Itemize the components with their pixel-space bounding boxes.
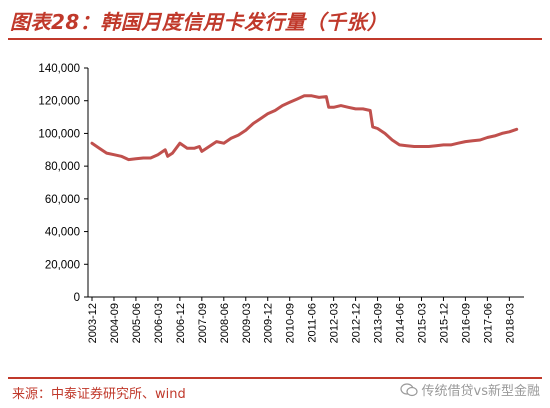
x-tick-label: 2003-12: [87, 303, 99, 343]
line-chart: 0 20,000 40,000 60,000 80,000 100,000 120,000 1…: [38, 63, 524, 343]
footer-divider: [8, 377, 542, 379]
watermark: 传统借贷vs新型金融: [399, 380, 540, 399]
x-tick-label: 2009-03: [241, 303, 253, 343]
x-tick-label: 2006-12: [175, 303, 187, 343]
title-divider: [8, 38, 542, 40]
x-tick-label: 2013-09: [373, 303, 385, 343]
chart-axes: [87, 68, 524, 298]
plot-area: [90, 94, 519, 162]
x-tick-label: 2015-03: [416, 303, 428, 343]
x-tick-label: 2014-06: [395, 303, 407, 343]
wechat-icon: [399, 382, 418, 396]
x-tick-label: 2012-12: [351, 303, 363, 343]
x-tick-label: 2018-03: [504, 303, 516, 343]
y-tick-label: 80,000: [45, 161, 80, 173]
x-tick-label: 2016-09: [460, 303, 472, 343]
x-tick-label: 2010-09: [285, 303, 297, 343]
x-tick-label: 2009-12: [263, 303, 275, 343]
x-tick-label: 2015-12: [438, 303, 450, 343]
watermark-text: 传统借贷vs新型金融: [421, 384, 540, 399]
x-tick-label: 2011-06: [307, 303, 319, 343]
y-tick-label: 120,000: [38, 96, 80, 108]
x-tick-label: 2007-09: [197, 303, 209, 343]
y-tick-label: 60,000: [45, 194, 80, 206]
y-tick-label: 20,000: [45, 259, 80, 271]
x-tick-label: 2006-03: [153, 303, 165, 343]
chart-title: 图表28：韩国月度信用卡发行量（千张）: [10, 10, 388, 34]
source-note: 来源：中泰证券研究所、wind: [12, 387, 186, 402]
x-tick-label: 2012-03: [329, 303, 341, 343]
x-tick-label: 2017-06: [482, 303, 494, 343]
y-tick-label: 0: [74, 292, 80, 304]
x-tick-label: 2004-09: [109, 303, 121, 343]
y-tick-label: 140,000: [38, 63, 80, 75]
x-tick-label: 2005-06: [131, 303, 143, 343]
x-tick-label: 2008-06: [219, 303, 231, 343]
series-line: [90, 94, 519, 162]
y-tick-label: 40,000: [45, 227, 80, 239]
y-tick-label: 100,000: [38, 128, 80, 140]
x-axis-ticks: 2003-12 2004-09 2005-06 2006-03 2006-12 2007-…: [87, 297, 516, 343]
y-axis-ticks: 0 20,000 40,000 60,000 80,000 100,000 120,000 1…: [38, 63, 88, 304]
